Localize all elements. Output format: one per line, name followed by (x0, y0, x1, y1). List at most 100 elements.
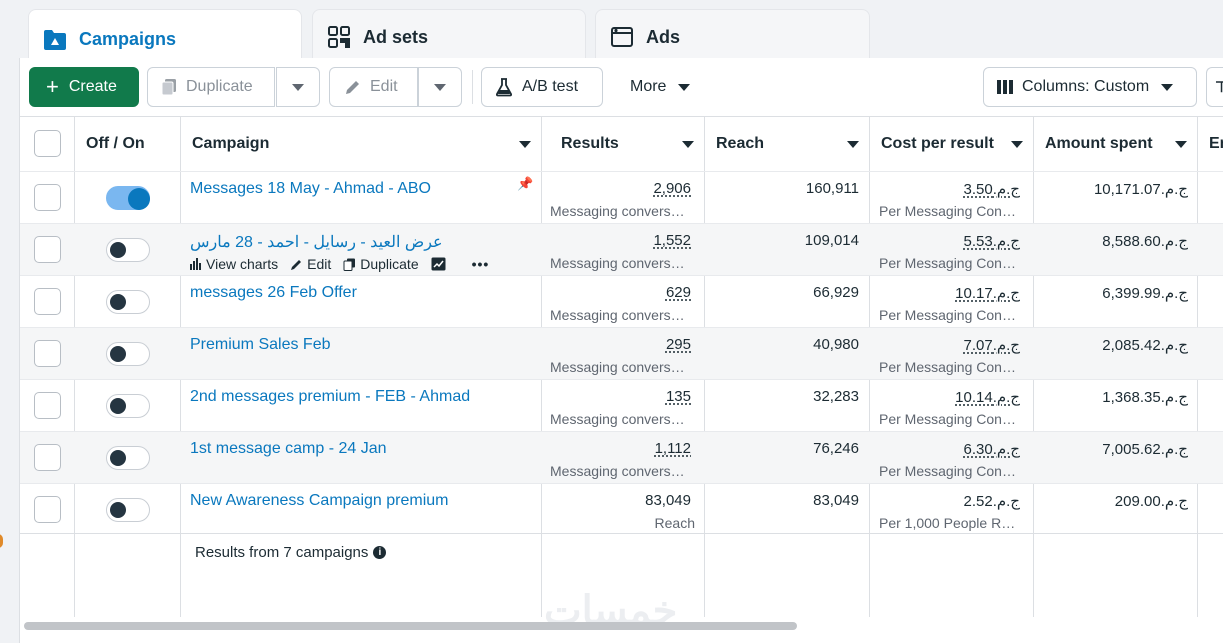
header-select-all (20, 117, 74, 171)
columns-button[interactable]: Columns: Custom (983, 67, 1197, 107)
campaign-toggle[interactable] (106, 446, 150, 470)
trend-action[interactable] (431, 257, 450, 271)
campaign-name-link[interactable]: عرض العيد - رسايل - احمد - 28 مارس (190, 234, 443, 251)
pin-icon[interactable]: 📌 (517, 176, 534, 191)
header-reach[interactable]: Reach (716, 117, 869, 171)
duplicate-dropdown-button[interactable] (276, 67, 320, 107)
table-row[interactable]: Premium Sales Feb 295 Messaging conversati… (20, 327, 1223, 379)
results-type: Messaging conversati… (550, 359, 692, 375)
reach-value: 109,014 (804, 232, 859, 249)
header-label: Campaign (192, 135, 270, 152)
pencil-icon (291, 259, 302, 270)
sort-caret-icon (1011, 141, 1023, 148)
row-checkbox[interactable] (34, 496, 61, 523)
results-value[interactable]: 1,552 (653, 232, 691, 249)
cost-type: Per Messaging Conve… (879, 463, 1021, 479)
toolbar: + Create Duplicate Edit A/B test More (20, 58, 1223, 116)
table-row[interactable]: New Awareness Campaign premium 83,049 Reac… (20, 483, 1223, 535)
results-type: Messaging conversati… (550, 307, 692, 323)
duplicate-button[interactable]: Duplicate (147, 67, 275, 107)
edit-button[interactable]: Edit (329, 67, 418, 107)
campaign-name-link[interactable]: messages 26 Feb Offer (190, 284, 357, 301)
toggle-knob (110, 346, 126, 362)
header-cost-per-result[interactable]: Cost per result (881, 117, 1033, 171)
tab-label: Ad sets (363, 26, 429, 47)
tab-ads[interactable]: Ads (595, 9, 870, 64)
row-checkbox[interactable] (34, 184, 61, 211)
duplicate-action[interactable]: Duplicate (343, 256, 419, 272)
results-value[interactable]: 1,112 (654, 440, 691, 457)
results-value[interactable]: 629 (665, 284, 691, 301)
more-button[interactable]: More (617, 67, 697, 107)
ab-test-button[interactable]: A/B test (481, 67, 603, 107)
campaign-toggle[interactable] (106, 498, 150, 522)
folder-icon (43, 28, 67, 52)
cost-per-result-value[interactable]: ج.م.5.53 (963, 233, 1020, 250)
select-all-checkbox[interactable] (34, 130, 61, 157)
campaign-toggle[interactable] (106, 186, 150, 210)
duplicate-icon (160, 78, 178, 96)
header-next-column[interactable]: En (1209, 117, 1223, 171)
tab-ad-sets[interactable]: Ad sets (312, 9, 586, 64)
edit-dropdown-button[interactable] (418, 67, 462, 107)
results-value: 83,049 (645, 492, 691, 509)
header-campaign[interactable]: Campaign (192, 117, 541, 171)
campaign-name-link[interactable]: 2nd messages premium - FEB - Ahmad (190, 388, 471, 405)
row-checkbox[interactable] (34, 392, 61, 419)
toggle-knob (110, 398, 126, 414)
row-checkbox[interactable] (34, 288, 61, 315)
cost-per-result-value[interactable]: ج.م.10.14 (955, 389, 1020, 406)
cost-per-result-value[interactable]: ج.م.6.30 (963, 441, 1020, 458)
table-row[interactable]: messages 26 Feb Offer 629 Messaging conver… (20, 275, 1223, 327)
cost-per-result-value[interactable]: ج.م.7.07 (963, 337, 1020, 354)
edit-action[interactable]: Edit (290, 256, 331, 272)
toggle-knob (110, 502, 126, 518)
campaign-toggle[interactable] (106, 342, 150, 366)
campaign-name-link[interactable]: Premium Sales Feb (190, 336, 331, 353)
results-value[interactable]: 135 (665, 388, 691, 405)
campaign-name-link[interactable]: Messages 18 May - Ahmad - ABO (190, 180, 431, 197)
results-type: Messaging conversati… (550, 463, 692, 479)
more-actions-icon[interactable]: ••• (471, 256, 490, 272)
row-checkbox[interactable] (34, 340, 61, 367)
table-row[interactable]: 1st message camp - 24 Jan 1,112 Messaging … (20, 431, 1223, 483)
cost-type: Per 1,000 People Reac… (879, 515, 1021, 531)
table-row[interactable]: 2nd messages premium - FEB - Ahmad 135 Mes… (20, 379, 1223, 431)
cost-per-result-value[interactable]: ج.م.3.50 (963, 181, 1020, 198)
header-amount-spent[interactable]: Amount spent (1045, 117, 1197, 171)
amount-spent-value: ج.م.10,171.07 (1093, 181, 1188, 198)
edit-label: Edit (370, 78, 398, 95)
campaign-toggle[interactable] (106, 238, 150, 262)
view-charts-action[interactable]: View charts (190, 256, 278, 272)
cost-per-result-value[interactable]: ج.م.10.17 (955, 285, 1020, 302)
results-value[interactable]: 295 (665, 336, 691, 353)
breakdown-button[interactable]: ⊤ (1206, 67, 1223, 107)
campaign-toggle[interactable] (106, 290, 150, 314)
campaign-toggle[interactable] (106, 394, 150, 418)
action-label: Duplicate (360, 256, 419, 272)
row-checkbox[interactable] (34, 236, 61, 263)
summary-text: Results from 7 campaigns (195, 544, 369, 561)
campaign-name-link[interactable]: 1st message camp - 24 Jan (190, 440, 387, 457)
horizontal-scrollbar[interactable] (24, 622, 797, 630)
action-label: View charts (206, 256, 279, 272)
reach-value: 32,283 (813, 388, 859, 405)
amount-spent-value: ج.م.8,588.60 (1102, 233, 1188, 250)
header-results[interactable]: Results (561, 117, 704, 171)
toggle-knob (110, 242, 126, 258)
create-label: Create (68, 78, 117, 95)
row-checkbox[interactable] (34, 444, 61, 471)
results-value[interactable]: 2,906 (653, 180, 691, 197)
row-actions: View charts Edit Duplicate ••• (190, 256, 501, 272)
table-row[interactable]: عرض العيد - رسايل - احمد - 28 مارس View … (20, 223, 1223, 275)
toggle-knob (110, 450, 126, 466)
sort-caret-icon (682, 141, 694, 148)
info-icon[interactable]: i (373, 546, 387, 559)
header-off-on[interactable]: Off / On (86, 117, 176, 171)
duplicate-label: Duplicate (186, 78, 253, 95)
campaign-name-link[interactable]: New Awareness Campaign premium (190, 492, 449, 509)
chevron-down-icon (292, 83, 304, 91)
chevron-down-icon (1161, 83, 1174, 91)
table-row[interactable]: Messages 18 May - Ahmad - ABO 📌 2,906 Messa… (20, 171, 1223, 223)
create-button[interactable]: + Create (29, 67, 139, 107)
